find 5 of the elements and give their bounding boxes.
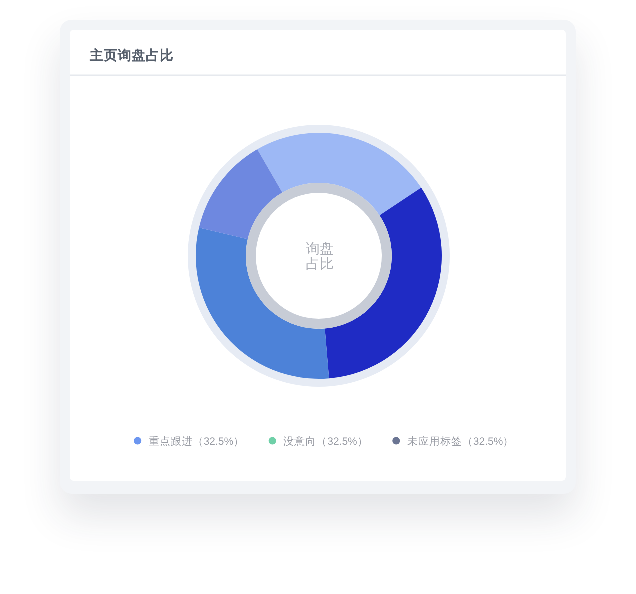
category-label: 没意向（32.5%） [284,434,368,448]
category-label: 重点跟进（32.5%） [148,434,245,448]
chart-title: 主页询盘占比 [89,47,174,63]
text: 询盘占比 [306,240,334,272]
category-label: 未应用标签（32.5%） [407,434,514,448]
